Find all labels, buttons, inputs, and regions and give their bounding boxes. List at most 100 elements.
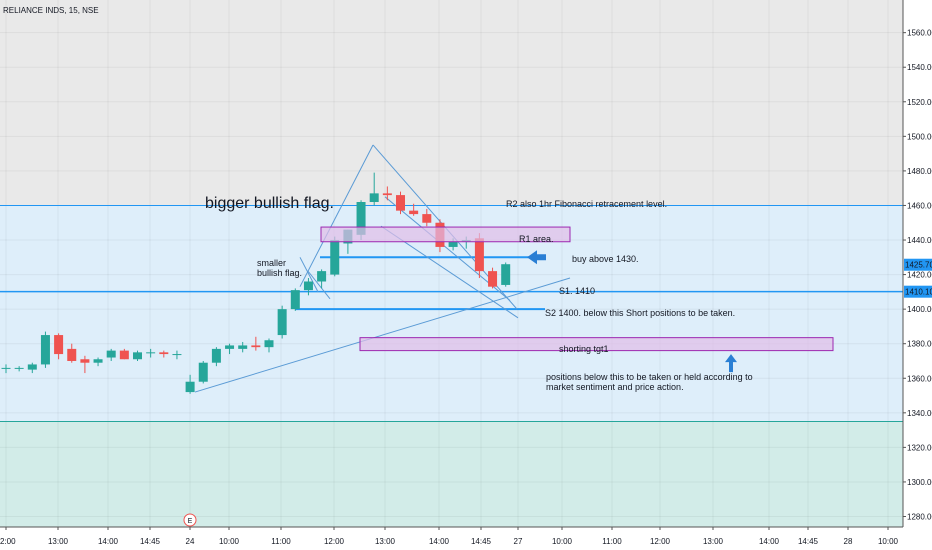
candle-body[interactable] bbox=[501, 264, 511, 285]
flag-pole-line bbox=[299, 144, 374, 287]
price-tick-label: 1540.00 bbox=[907, 63, 932, 72]
candle-body[interactable] bbox=[238, 345, 248, 349]
shorting-target-box[interactable] bbox=[359, 337, 834, 352]
price-axis-panel[interactable] bbox=[903, 0, 932, 550]
time-tick-label: 14:00 bbox=[759, 537, 780, 546]
candle-body[interactable] bbox=[317, 271, 327, 282]
time-tick-label: 14:00 bbox=[429, 537, 450, 546]
annotation-small-flag-line2: bullish flag. bbox=[257, 268, 302, 278]
candle-body[interactable] bbox=[488, 271, 498, 287]
candle-body[interactable] bbox=[133, 352, 142, 360]
candle-body[interactable] bbox=[369, 193, 379, 203]
candle-body[interactable] bbox=[303, 281, 313, 291]
r1-area-box[interactable] bbox=[320, 226, 571, 243]
time-tick-label: 24 bbox=[186, 537, 195, 546]
candle-body[interactable] bbox=[146, 352, 156, 354]
candle-body[interactable] bbox=[67, 348, 77, 361]
arrow-left-icon bbox=[527, 250, 546, 265]
candle-body[interactable] bbox=[40, 335, 50, 365]
time-tick-label: 11:00 bbox=[271, 537, 291, 546]
candle-body[interactable] bbox=[1, 367, 11, 369]
candle-body[interactable] bbox=[290, 290, 300, 310]
price-tick-label: 1360.00 bbox=[907, 374, 932, 383]
candle-body[interactable] bbox=[356, 202, 366, 235]
time-tick-label: 14:45 bbox=[798, 537, 819, 546]
price-tag-label: 1425.70 bbox=[905, 261, 932, 270]
annotation-big-flag: bigger bullish flag. bbox=[205, 195, 334, 212]
price-tick-label: 1380.00 bbox=[907, 340, 932, 349]
price-tick-label: 1520.00 bbox=[907, 98, 932, 107]
price-tick-label: 1280.00 bbox=[907, 513, 932, 522]
trendline-support bbox=[194, 277, 571, 393]
annotation-small-flag-line1: smaller bbox=[257, 258, 286, 268]
annotation-r2: R2 also 1hr Fibonacci retracement level. bbox=[506, 199, 667, 209]
candle-body[interactable] bbox=[409, 210, 419, 215]
time-axis-panel[interactable] bbox=[0, 527, 903, 550]
price-tick-label: 1300.00 bbox=[907, 478, 932, 487]
time-tick-label: 14:45 bbox=[471, 537, 492, 546]
price-tag bbox=[904, 258, 932, 271]
candle-body[interactable] bbox=[172, 354, 182, 356]
annotation-buy: buy above 1430. bbox=[572, 254, 639, 264]
time-tick-label: 14:00 bbox=[98, 537, 119, 546]
candle-body[interactable] bbox=[14, 367, 24, 369]
price-tick-label: 1500.00 bbox=[907, 132, 932, 141]
candle-body[interactable] bbox=[277, 309, 287, 336]
time-tick-label: 14:45 bbox=[140, 537, 161, 546]
price-tick-label: 1400.00 bbox=[907, 305, 932, 314]
time-tick-label: 13:00 bbox=[48, 537, 69, 546]
candle-body[interactable] bbox=[93, 359, 103, 363]
time-tick-label: 13:00 bbox=[375, 537, 396, 546]
time-tick-label: 28 bbox=[844, 537, 853, 546]
time-tick-label: 10:00 bbox=[878, 537, 899, 546]
time-tick-label: 2:00 bbox=[0, 537, 16, 546]
arrow-up-icon bbox=[725, 354, 737, 373]
price-tick-label: 1420.00 bbox=[907, 271, 932, 280]
candle-body[interactable] bbox=[27, 364, 37, 370]
time-tick-label: 11:00 bbox=[602, 537, 622, 546]
candle-body[interactable] bbox=[119, 350, 129, 360]
candle-body[interactable] bbox=[54, 335, 64, 355]
price-tag bbox=[904, 285, 932, 298]
candle-body[interactable] bbox=[382, 193, 392, 196]
event-marker-label: E bbox=[188, 518, 193, 525]
candle-body[interactable] bbox=[330, 240, 340, 275]
time-tick-label: 10:00 bbox=[552, 537, 573, 546]
candle-body[interactable] bbox=[422, 214, 432, 223]
price-tick-label: 1320.00 bbox=[907, 443, 932, 452]
small-flag-line bbox=[307, 270, 331, 300]
candle-body[interactable] bbox=[198, 362, 208, 382]
symbol-title: RELIANCE INDS, 15, NSE bbox=[3, 6, 99, 15]
price-tick-label: 1480.00 bbox=[907, 167, 932, 176]
candle-body[interactable] bbox=[225, 345, 235, 349]
annotation-positions-line2: market sentiment and price action. bbox=[546, 382, 684, 392]
candle-body[interactable] bbox=[80, 359, 90, 363]
time-tick-label: 13:00 bbox=[703, 537, 724, 546]
price-tag-label: 1410.10 bbox=[905, 288, 932, 297]
candle-body[interactable] bbox=[448, 241, 458, 247]
price-tick-label: 1560.00 bbox=[907, 29, 932, 38]
candle-body[interactable] bbox=[211, 348, 221, 363]
candle-body[interactable] bbox=[396, 195, 405, 211]
price-tick-label: 1440.00 bbox=[907, 236, 932, 245]
annotation-s1: S1. 1410 bbox=[559, 286, 595, 296]
upper-zone bbox=[0, 0, 903, 206]
candle-body[interactable] bbox=[251, 345, 261, 348]
annotation-r1: R1 area. bbox=[519, 234, 554, 244]
small-flag-line-2 bbox=[299, 257, 319, 293]
candle-body[interactable] bbox=[185, 381, 195, 393]
event-marker-icon[interactable] bbox=[183, 513, 197, 527]
time-tick-label: 12:00 bbox=[650, 537, 671, 546]
candle-body[interactable] bbox=[159, 352, 169, 355]
annotation-positions-line1: positions below this to be taken or held… bbox=[546, 372, 753, 382]
candle-body[interactable] bbox=[106, 350, 116, 358]
annotation-shorting-tgt: shorting tgt1 bbox=[559, 344, 609, 354]
candle-body[interactable] bbox=[264, 340, 274, 348]
candle-body[interactable] bbox=[474, 238, 484, 272]
price-tick-label: 1340.00 bbox=[907, 409, 932, 418]
annotation-s2: S2 1400. below this Short positions to b… bbox=[545, 308, 735, 318]
time-tick-label: 10:00 bbox=[219, 537, 240, 546]
time-tick-label: 27 bbox=[514, 537, 523, 546]
